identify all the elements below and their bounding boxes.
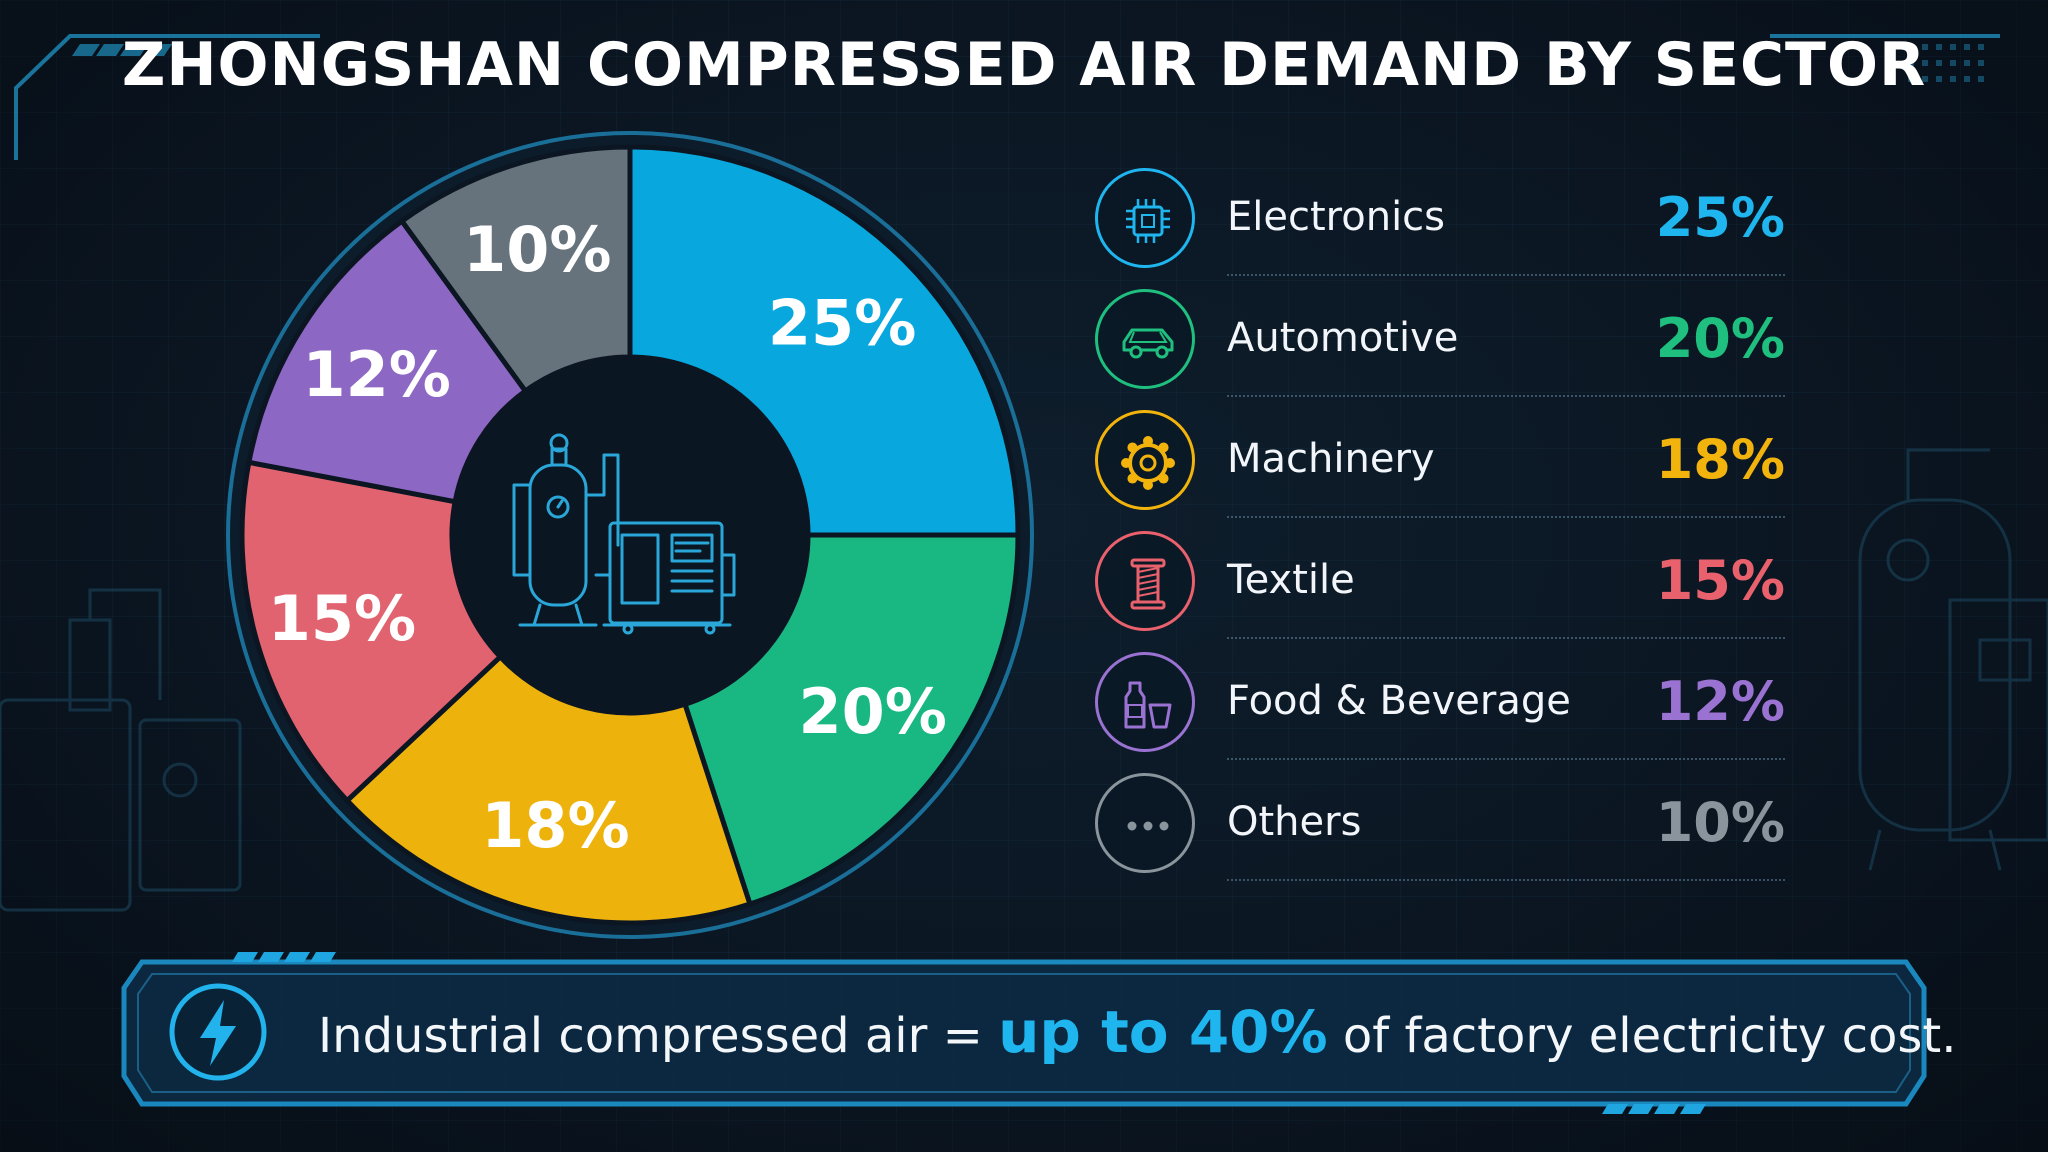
legend-value: 10% [1655,791,1785,854]
pie-label-electronics: 25% [768,286,916,359]
banner-frame [121,952,1927,1114]
legend-label: Electronics [1227,194,1446,240]
legend-divider [1227,274,1785,276]
banner-suffix: of factory electricity cost. [1327,1008,1957,1064]
legend-value: 18% [1655,428,1785,491]
pie-slice-others [398,144,633,395]
callout-banner: Industrial compressed air = up to 40% of… [118,948,1956,1116]
legend-item-machinery: Machinery 18% [1095,402,1785,523]
air-compressor-icon [512,433,736,635]
thread-spool-icon [1095,531,1195,631]
legend-label: Machinery [1227,436,1435,482]
banner-prefix: Industrial compressed air = [318,1008,999,1064]
car-icon [1095,289,1195,389]
legend-item-automotive: Automotive 20% [1095,281,1785,402]
pie-slice-textile [239,459,504,805]
pie-label-automotive: 20% [799,675,947,748]
legend-divider [1227,879,1785,881]
legend-divider [1227,395,1785,397]
legend-divider [1227,637,1785,639]
pie-label-food-beverage: 12% [302,338,450,411]
legend-divider [1227,516,1785,518]
banner-text: Industrial compressed air = up to 40% of… [318,992,1956,1072]
legend-item-food-beverage: Food & Beverage 12% [1095,644,1785,765]
legend-value: 20% [1655,307,1785,370]
lightning-bolt-icon [169,983,267,1081]
pie-slice-machinery [343,653,754,926]
bottle-cup-icon [1095,652,1195,752]
pie-label-textile: 15% [268,582,416,655]
legend-value: 12% [1655,670,1785,733]
legend-divider [1227,758,1785,760]
legend-value: 15% [1655,549,1785,612]
pie-slice-food-beverage [245,217,529,505]
legend-label: Others [1227,799,1362,845]
legend-label: Textile [1227,557,1355,603]
pie-slice-automotive [681,532,1021,908]
legend-label: Automotive [1227,315,1459,361]
banner-highlight-up-to: up to [998,998,1189,1066]
legend-item-others: Others 10% [1095,765,1785,886]
pie-label-machinery: 18% [481,789,629,862]
pie-slice-electronics [627,144,1021,538]
legend-label: Food & Beverage [1227,678,1571,724]
pie-chart: 25% 20% 18% 15% 12% 10% [220,125,1040,945]
banner-highlight-percent: 40% [1188,998,1328,1066]
chip-icon [1095,168,1195,268]
legend-value: 25% [1655,186,1785,249]
chart-title: ZHONGSHAN COMPRESSED AIR DEMAND BY SECTO… [121,30,1927,100]
legend-item-textile: Textile 15% [1095,523,1785,644]
more-dots-icon [1095,773,1195,873]
legend-item-electronics: Electronics 25% [1095,160,1785,281]
gear-icon [1095,410,1195,510]
pie-label-others: 10% [463,213,611,286]
legend: Electronics 25% Automotive 20% Machinery 18% T… [1095,160,1785,886]
